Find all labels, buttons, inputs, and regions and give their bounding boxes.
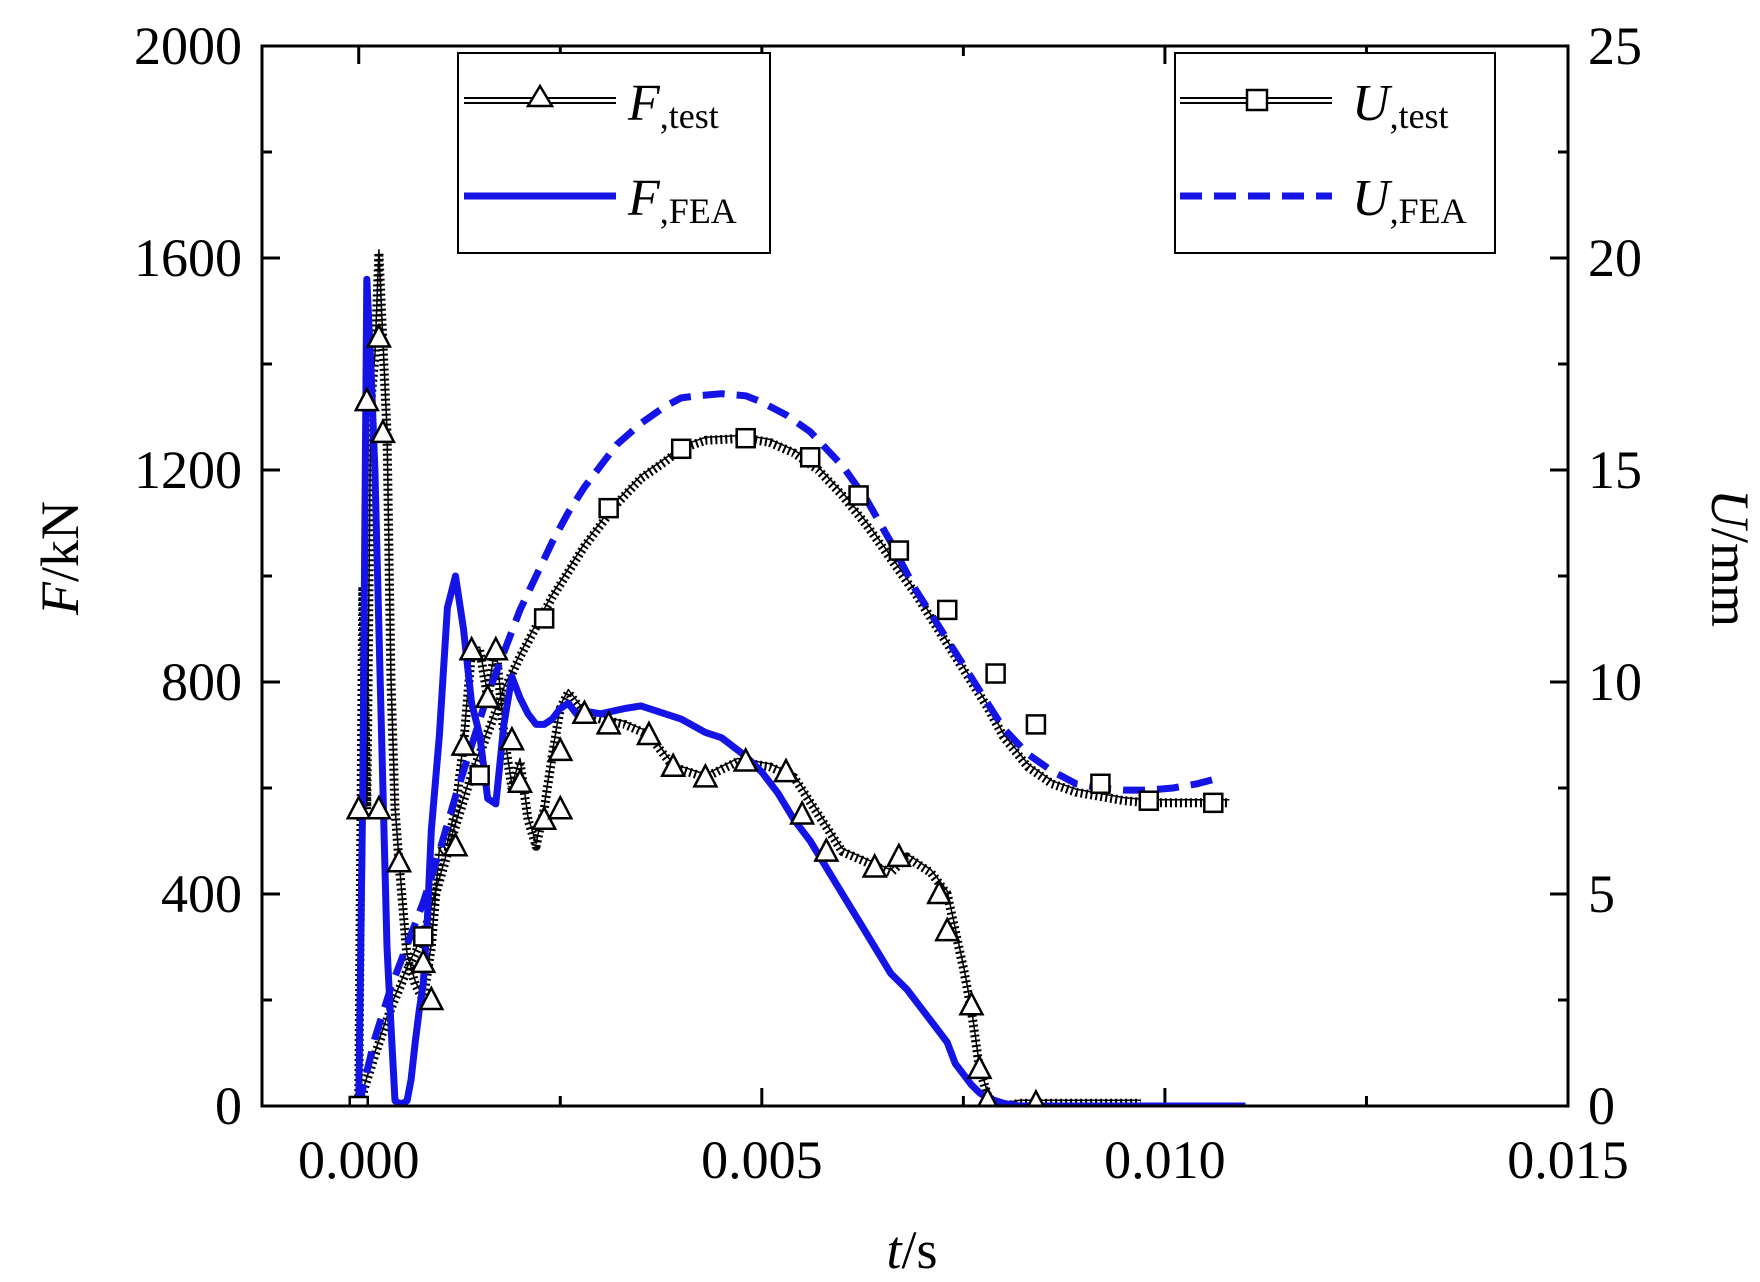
- f-test-triangle-marker: [547, 794, 574, 820]
- y-right-tick-label: 10: [1588, 652, 1642, 712]
- f-test-triangle-marker: [506, 768, 534, 793]
- f-test-triangle-marker: [635, 720, 663, 746]
- x-tick-label: 0.010: [1104, 1130, 1226, 1190]
- y-right-tick-label: 15: [1588, 440, 1642, 500]
- f-test-triangle-marker: [934, 916, 961, 942]
- u-test-square-marker: [985, 663, 1006, 684]
- y-right-tick-label: 0: [1588, 1076, 1615, 1136]
- y-left-tick-label: 0: [215, 1076, 242, 1136]
- f-test-triangle-marker: [365, 322, 392, 348]
- legend-u-test-marker: [1245, 88, 1269, 112]
- u-test-square-marker: [1138, 790, 1160, 811]
- f-test-triangle-marker: [450, 730, 477, 756]
- f-test-triangle-marker: [861, 852, 888, 878]
- legend-u-fea-label: U,FEA: [1352, 170, 1467, 231]
- f-test-triangle-marker: [418, 985, 445, 1011]
- x-tick-label: 0.000: [298, 1130, 420, 1190]
- plot-frame: [260, 44, 1570, 1108]
- y-left-tick-label: 1200: [134, 440, 242, 500]
- f-test-triangle-marker: [772, 757, 800, 783]
- u-test-square-marker: [936, 599, 958, 621]
- f-test-triangle-marker: [482, 635, 509, 661]
- y-left-tick-label: 2000: [134, 16, 242, 76]
- f-test-triangle-marker: [458, 635, 485, 661]
- legend-right-box: [1174, 52, 1496, 254]
- f-test-triangle-marker: [977, 1086, 999, 1106]
- f-test-triangle-marker: [474, 683, 501, 709]
- f-test-triangle-marker: [595, 709, 622, 735]
- legend-left: F,test F,FEA: [457, 52, 771, 254]
- f-test-triangle-marker: [547, 736, 574, 762]
- f-test-triangle-marker: [369, 418, 396, 444]
- y-left-tick-label: 800: [161, 652, 242, 712]
- legend-right: U,test U,FEA: [1174, 52, 1496, 254]
- f-test-triangle-marker: [410, 948, 437, 974]
- f-test-triangle-marker: [885, 842, 912, 868]
- marker-layer: [345, 322, 1224, 1106]
- y-right-axis-title: U/mm: [1700, 489, 1760, 627]
- series-line-u-fea: [355, 390, 1215, 1106]
- f-test-triangle-marker: [442, 831, 469, 857]
- legend-f-test-label: F,test: [627, 75, 719, 136]
- u-test-square-marker: [1090, 773, 1111, 795]
- u-test-square-marker: [848, 485, 869, 506]
- f-test-triangle-marker: [966, 1054, 993, 1080]
- series-line-u-test: [354, 433, 1230, 1106]
- tick-label-layer: 0.000 0.005 0.010 0.01504008001200160020000…: [134, 16, 1642, 1190]
- legend-f-fea-label: F,FEA: [627, 170, 737, 231]
- y-right-tick-label: 25: [1588, 16, 1642, 76]
- u-test-square-marker: [1025, 714, 1047, 735]
- f-test-triangle-marker: [732, 746, 759, 772]
- f-test-triangle-marker: [1026, 1088, 1046, 1106]
- f-test-triangle-marker: [660, 752, 687, 778]
- f-test-triangle-marker: [692, 762, 719, 788]
- u-test-square-marker: [348, 1095, 369, 1106]
- f-test-triangle-marker: [353, 386, 380, 412]
- legend-item-f-test: F,test: [464, 75, 719, 136]
- legend-f-test-marker: [525, 83, 555, 108]
- u-test-square-marker: [670, 438, 692, 460]
- u-test-square-marker: [598, 497, 619, 519]
- f-test-triangle-marker: [365, 794, 392, 820]
- x-axis-title: t/s: [886, 1220, 937, 1280]
- u-test-square-marker: [799, 447, 821, 468]
- x-tick-label: 0.005: [701, 1130, 823, 1190]
- legend-item-u-fea: U,FEA: [1180, 170, 1467, 231]
- legend-item-u-test: U,test: [1180, 75, 1449, 136]
- legend-item-f-fea: F,FEA: [464, 170, 737, 231]
- f-test-triangle-marker: [345, 794, 372, 820]
- f-test-triangle-marker: [498, 725, 525, 751]
- f-test-triangle-marker: [385, 847, 413, 873]
- f-test-triangle-marker: [789, 799, 816, 825]
- u-test-square-marker: [735, 427, 756, 449]
- f-test-triangle-marker: [926, 879, 953, 905]
- y-left-axis-title: F/kN: [30, 501, 90, 616]
- u-test-square-marker: [469, 765, 490, 786]
- y-right-tick-label: 20: [1588, 228, 1642, 288]
- u-test-square-marker: [1203, 792, 1224, 814]
- f-test-triangle-marker: [958, 990, 985, 1016]
- u-test-square-marker: [412, 926, 434, 947]
- y-left-tick-label: 1600: [134, 228, 242, 288]
- legend-left-box: [457, 52, 771, 254]
- y-right-tick-label: 5: [1588, 864, 1615, 924]
- legend-u-test-label: U,test: [1352, 75, 1449, 136]
- f-test-triangle-marker: [571, 699, 598, 725]
- u-test-square-marker: [533, 608, 555, 629]
- u-test-square-marker: [888, 540, 910, 561]
- y-left-tick-label: 400: [161, 864, 242, 924]
- x-tick-label: 0.015: [1507, 1130, 1629, 1190]
- f-test-triangle-marker: [813, 836, 840, 862]
